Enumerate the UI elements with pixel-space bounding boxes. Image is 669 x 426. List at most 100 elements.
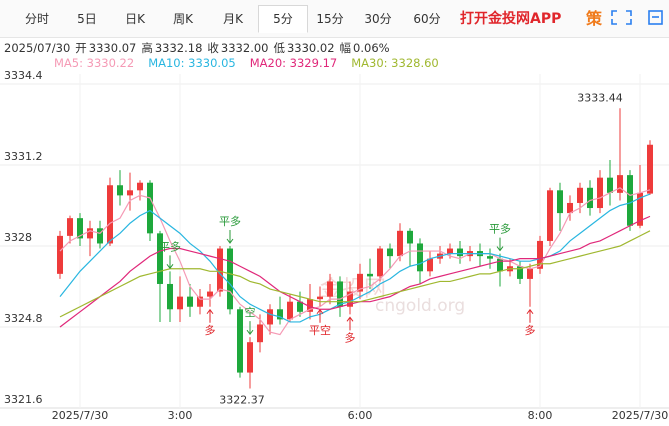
candle-body (407, 230, 413, 244)
ma-line (59, 187, 651, 336)
candle-body (87, 228, 93, 239)
candle-body (397, 230, 403, 257)
signal-arrow (496, 237, 504, 252)
candle-body (187, 296, 193, 307)
signal-arrow (206, 308, 214, 323)
candle-body (457, 248, 463, 257)
candle-body (537, 240, 543, 269)
high-label: 3333.44 (577, 91, 623, 104)
candle-body (97, 228, 103, 244)
candle-body (227, 248, 233, 310)
y-tick-label: 3321.6 (4, 393, 43, 406)
tab-bar: 打开金投网APP 策 分时 5日 日K 周K 月K 5分 15分 30分 60分 (0, 0, 669, 38)
quote-label: 收 (207, 41, 219, 55)
candle-body (417, 243, 423, 272)
candle-body (637, 192, 643, 226)
tab[interactable]: 月K (223, 12, 243, 26)
app-link[interactable]: 打开金投网APP (460, 11, 562, 27)
candle-body (627, 175, 633, 226)
legend-entry: MA5: 3330.22 (54, 56, 135, 70)
signal-arrow (246, 321, 254, 335)
x-tick-label: 2025/7/30 (612, 409, 668, 422)
tab[interactable]: 15分 (316, 12, 344, 26)
tab[interactable]: 30分 (364, 12, 392, 26)
candle-body (57, 235, 63, 274)
candle-body (237, 309, 243, 373)
settings-icon[interactable] (648, 10, 663, 25)
candle-body (377, 248, 383, 277)
candle-body (217, 248, 223, 292)
tab-icons (611, 10, 663, 25)
candle-body (437, 253, 443, 259)
tab[interactable]: 周K (173, 12, 193, 26)
fullscreen-icon[interactable] (611, 10, 632, 25)
quote-info: 2025/07/30 开 3330.07 高 3332.18 收 3332.00 低 3330.… (4, 40, 395, 56)
ma-line (59, 193, 651, 323)
legend-entry: MA20: 3329.17 (249, 56, 338, 70)
watermark: 金投网 (320, 277, 386, 302)
tab[interactable]: 分时 (24, 12, 49, 26)
candle-body (527, 268, 533, 279)
candle-body (487, 256, 493, 259)
quote-value: 3332.18 (154, 41, 203, 55)
signal-label: 平多 (489, 222, 511, 236)
ma-line (59, 230, 651, 318)
candle-body (347, 291, 353, 307)
candle-body (547, 190, 553, 241)
quote-value: 3330.02 (286, 41, 335, 55)
tab[interactable]: 5日 (77, 12, 97, 26)
candle-body (647, 144, 653, 194)
candle-body (317, 296, 323, 300)
candle-body (337, 281, 343, 307)
signal-arrow (166, 255, 174, 270)
quote-value: 3332.00 (220, 41, 269, 55)
candle-body (297, 301, 303, 312)
tab[interactable]: 60分 (413, 12, 441, 26)
candle-body (607, 177, 613, 193)
x-tick-label: 3:00 (168, 409, 193, 422)
legend-entry: MA10: 3330.05 (148, 56, 236, 70)
y-tick-label: 3331.2 (4, 150, 43, 163)
legend-entry: MA30: 3328.60 (351, 56, 439, 70)
x-tick-label: 6:00 (348, 409, 373, 422)
candle-body (567, 202, 573, 214)
candle-body (577, 187, 583, 203)
candle-body (587, 187, 593, 209)
candle-body (157, 233, 163, 284)
candle-body (557, 190, 563, 214)
signal-label: 平多 (219, 214, 241, 228)
candle-body (307, 299, 313, 312)
quote-date: 2025/07/30 (4, 41, 71, 55)
candle-body (277, 309, 283, 320)
y-tick-label: 3328 (4, 231, 32, 244)
quote-label: 高 (141, 41, 153, 55)
quote-label: 幅 (339, 41, 352, 55)
y-tick-label: 3334.4 (4, 69, 43, 82)
signal-label: 平多 (159, 239, 181, 253)
candle-body (67, 218, 73, 236)
candle-body (387, 248, 393, 257)
quote-value: 0.06% (353, 41, 390, 55)
signal-label: 平空 (309, 323, 331, 337)
candle-body (367, 273, 373, 277)
candle-body (517, 266, 523, 279)
candle-body (257, 324, 263, 343)
signal-label: 多 (345, 330, 356, 344)
candle-body (467, 251, 473, 257)
tab[interactable]: 日K (125, 12, 145, 26)
strategy-button[interactable]: 策 (586, 9, 603, 28)
candle-body (597, 177, 603, 209)
watermark: cngold.org (375, 296, 465, 316)
legend: MA5: 3330.22 MA10: 3330.05 MA20: 3329.17 MA… (54, 56, 453, 70)
candle-body (207, 291, 213, 297)
candle-body (107, 185, 113, 244)
candle-body (117, 185, 123, 196)
candle-body (477, 251, 483, 257)
candle-body (447, 248, 453, 254)
candle-body (137, 182, 143, 191)
candle-body (617, 175, 623, 193)
candle-body (327, 281, 333, 297)
tab[interactable]: 5分 (258, 5, 308, 33)
signal-label: 多 (205, 323, 216, 337)
